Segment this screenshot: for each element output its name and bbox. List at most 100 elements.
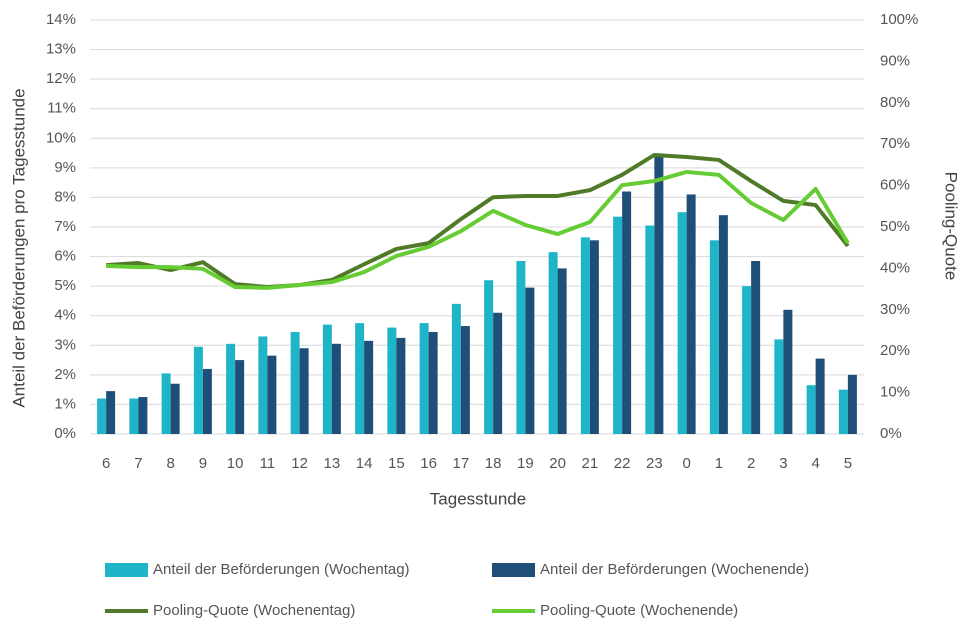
bar [129,398,139,434]
y-tick-label: 13% [46,41,76,58]
x-tick-label: 11 [260,455,276,472]
x-tick-label: 18 [485,455,502,472]
y-tick-label: 11% [47,100,76,117]
bar [428,331,438,434]
x-tick-label: 8 [166,455,174,472]
bar [686,194,696,434]
x-tick-label: 13 [324,455,341,472]
bar [299,348,309,434]
bar [548,252,558,434]
x-tick-label: 4 [811,455,819,472]
x-tick-label: 5 [844,455,852,472]
x-tick-label: 12 [291,455,308,472]
bar [290,331,300,434]
legend-swatch [105,563,148,577]
y-tick-label: 12% [46,70,76,87]
bar [838,389,848,434]
bar [742,286,752,434]
bar [258,336,268,434]
bar [516,261,526,434]
bar [613,216,623,434]
legend-label: Anteil der Beförderungen (Wochenende) [540,561,809,578]
bar [460,326,470,434]
y2-tick-label: 30% [880,301,910,318]
bar [267,355,277,434]
bar [806,385,816,434]
bar [106,391,116,434]
bar [580,237,590,434]
bar [718,215,728,434]
x-tick-label: 0 [682,455,690,472]
y-tick-label: 10% [46,129,76,146]
y2-tick-label: 40% [880,259,910,276]
y2-tick-label: 70% [880,135,910,152]
y-axis-title: Anteil der Beförderungen pro Tagesstunde [9,88,28,407]
bar [170,383,180,434]
x-tick-label: 14 [356,455,373,472]
bar [622,191,632,434]
x-tick-label: 1 [715,455,723,472]
bar [331,343,341,434]
y-tick-label: 0% [54,425,76,442]
x-tick-label: 19 [517,455,534,472]
x-tick-label: 20 [549,455,566,472]
x-tick-label: 17 [453,455,470,472]
bar [97,398,107,434]
x-tick-label: 10 [227,455,244,472]
bar [387,327,397,434]
y-tick-label: 14% [46,11,76,28]
bar [419,323,429,434]
legend-label: Pooling-Quote (Wochenentag) [153,602,355,619]
bar [202,368,212,434]
bar [645,225,655,434]
bar [493,312,503,434]
bar [589,240,599,434]
bar [161,373,171,434]
bar [525,287,535,434]
x-tick-label: 9 [199,455,207,472]
y2-tick-label: 60% [880,177,910,194]
y2-tick-label: 20% [880,342,910,359]
bar [847,374,857,434]
x-tick-label: 23 [646,455,663,472]
y-tick-label: 5% [54,277,76,294]
bar [355,323,365,434]
bar [364,340,374,434]
bar [451,303,461,434]
y2-tick-label: 50% [880,218,910,235]
x-tick-label: 6 [102,455,110,472]
bar [322,324,332,434]
y-tick-label: 2% [54,366,76,383]
line [105,152,850,290]
y2-tick-label: 80% [880,94,910,111]
bar [815,358,825,434]
bar [709,240,719,434]
bar [235,360,245,434]
x-tick-label: 7 [134,455,142,472]
y-tick-label: 6% [54,248,76,265]
bar [193,346,203,434]
bar [557,268,567,434]
bar [751,261,761,434]
y2-axis-title: Pooling-Quote [942,172,961,281]
y-tick-label: 3% [54,336,76,353]
bar [774,339,784,434]
x-tick-label: 3 [779,455,787,472]
x-tick-label: 16 [420,455,437,472]
bar [654,156,664,434]
bar [396,337,406,434]
x-tick-label: 2 [747,455,755,472]
y2-tick-label: 10% [880,384,910,401]
y2-tick-label: 0% [880,425,902,442]
y-tick-label: 4% [54,307,76,324]
bar [484,280,494,434]
legend-label: Pooling-Quote (Wochenende) [540,602,738,619]
line [106,169,850,290]
x-tick-label: 15 [388,455,405,472]
bar [677,212,687,434]
y-tick-label: 8% [54,188,76,205]
x-tick-label: 22 [614,455,631,472]
x-axis-title: Tagesstunde [430,489,526,508]
x-tick-label: 21 [582,455,599,472]
